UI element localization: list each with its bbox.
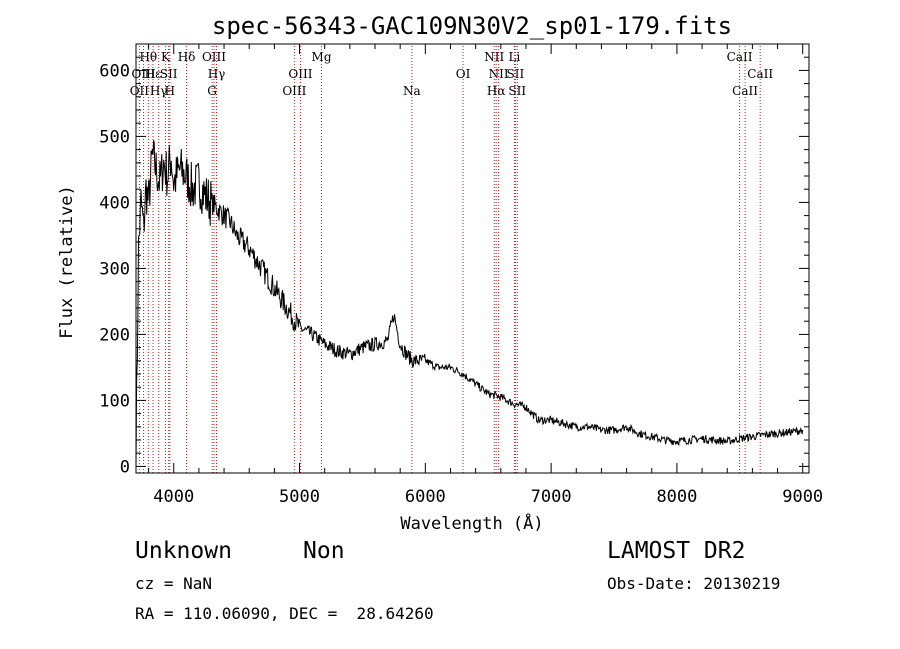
spectrum-line bbox=[135, 140, 804, 470]
line-marker-label: NII bbox=[489, 67, 509, 81]
object-subclass: Non bbox=[303, 538, 345, 564]
y-tick-label: 300 bbox=[99, 259, 130, 279]
survey-name: LAMOST DR2 bbox=[607, 538, 746, 564]
line-marker-label: Li bbox=[508, 50, 520, 64]
axis-ticks: 4000 5000 6000 7000 8000 9000 0 100 200 300 400 500… bbox=[99, 44, 823, 507]
plot-frame bbox=[135, 43, 810, 474]
line-marker-label: H bbox=[165, 84, 175, 98]
y-tick-label: 200 bbox=[99, 325, 130, 345]
chart-title: spec-56343-GAC109N30V2_sp01-179.fits bbox=[212, 12, 732, 40]
line-marker-label: G bbox=[207, 84, 217, 98]
line-marker-label: Hγ bbox=[150, 84, 168, 98]
line-marker-label: SII bbox=[160, 67, 178, 81]
y-tick-label: 400 bbox=[99, 193, 130, 213]
line-marker-label: Hγ bbox=[208, 67, 226, 81]
y-tick-label: 600 bbox=[99, 61, 130, 81]
line-marker-label: OIII bbox=[282, 84, 306, 98]
coordinates-readout: RA = 110.06090, DEC = 28.64260 bbox=[135, 604, 434, 623]
line-marker-label: OIII bbox=[202, 50, 226, 64]
line-marker-label: CaII bbox=[732, 84, 758, 98]
line-marker-label: OIII bbox=[288, 67, 312, 81]
line-marker-label: NII bbox=[484, 50, 504, 64]
x-tick-label: 9000 bbox=[782, 487, 823, 507]
redshift-readout: cz = NaN bbox=[135, 574, 213, 593]
line-marker-label: Hδ bbox=[178, 50, 196, 64]
line-marker-label: SII bbox=[508, 84, 526, 98]
observation-date: Obs-Date: 20130219 bbox=[607, 574, 781, 593]
line-marker-label: OI bbox=[456, 67, 471, 81]
x-tick-label: 5000 bbox=[279, 487, 320, 507]
x-tick-label: 6000 bbox=[405, 487, 446, 507]
y-axis-label: Flux (relative) bbox=[57, 185, 77, 339]
line-marker-label: Hα bbox=[487, 84, 506, 98]
x-tick-label: 4000 bbox=[153, 487, 194, 507]
x-axis-label: Wavelength (Å) bbox=[400, 512, 543, 534]
y-tick-label: 500 bbox=[99, 127, 130, 147]
line-marker-label: K bbox=[161, 50, 171, 64]
line-marker-label: Hθ bbox=[139, 50, 157, 64]
y-tick-label: 0 bbox=[120, 457, 130, 477]
line-marker-label: OII bbox=[130, 84, 150, 98]
line-marker-label: Na bbox=[403, 84, 421, 98]
line-marker-label: Mg bbox=[312, 50, 332, 64]
object-class: Unknown bbox=[135, 538, 232, 564]
x-tick-label: 8000 bbox=[656, 487, 697, 507]
line-marker-label: Hε bbox=[145, 67, 162, 81]
line-marker-label: CaII bbox=[747, 67, 773, 81]
y-tick-label: 100 bbox=[99, 391, 130, 411]
line-marker-label: SII bbox=[507, 67, 525, 81]
line-marker-label: CaII bbox=[727, 50, 753, 64]
x-tick-label: 7000 bbox=[531, 487, 572, 507]
